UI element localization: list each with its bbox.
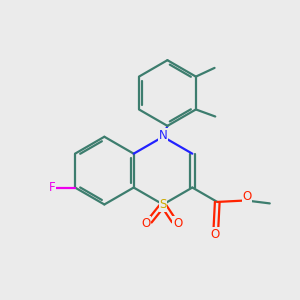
Text: N: N (159, 129, 167, 142)
Text: O: O (210, 228, 219, 241)
Text: O: O (142, 217, 151, 230)
Text: O: O (242, 190, 252, 203)
Text: S: S (159, 198, 167, 211)
Text: O: O (173, 217, 182, 230)
Text: F: F (49, 181, 56, 194)
